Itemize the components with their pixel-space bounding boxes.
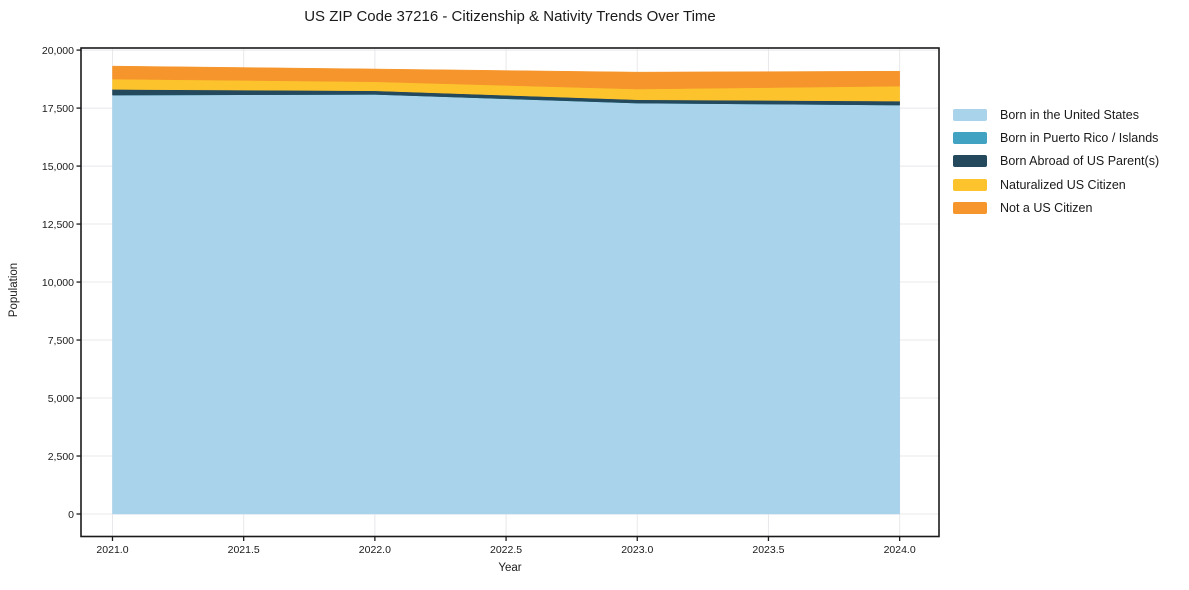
y-tick-label: 7,500 [48,335,74,347]
y-tick-label: 10,000 [42,277,74,289]
legend-item: Born in Puerto Rico / Islands [953,126,1159,149]
area-series-not-a-us-citizen [112,65,900,90]
x-tick-label: 2021.5 [228,544,260,556]
y-tick-label: 12,500 [42,219,74,231]
legend-label: Born Abroad of US Parent(s) [1000,154,1160,169]
legend-item: Not a US Citizen [953,197,1159,220]
legend-swatch [953,202,987,215]
chart-title: US ZIP Code 37216 - Citizenship & Nativi… [304,8,716,25]
x-tick-label: 2022.0 [359,544,391,556]
y-tick-label: 0 [68,509,74,521]
legend: Born in the United States Born in Puerto… [953,103,1159,220]
legend-swatch [953,132,987,145]
x-tick-label: 2023.5 [752,544,784,556]
legend-label: Born in Puerto Rico / Islands [1000,131,1159,146]
legend-label: Born in the United States [1000,107,1139,122]
legend-swatch [953,178,987,191]
x-axis-label: Year [498,562,522,574]
y-axis-label: Population [8,262,20,318]
x-tick-label: 2022.5 [490,544,522,556]
x-tick-label: 2021.0 [96,544,128,556]
x-tick-label: 2023.0 [621,544,653,556]
legend-swatch [953,155,987,168]
x-tick-label: 2024.0 [884,544,916,556]
y-tick-label: 17,500 [42,103,74,115]
legend-item: Naturalized US Citizen [953,173,1159,196]
legend-item: Born in the United States [953,103,1159,126]
legend-label: Not a US Citizen [1000,201,1093,216]
legend-item: Born Abroad of US Parent(s) [953,150,1159,173]
y-tick-label: 2,500 [48,451,74,463]
legend-swatch [953,108,987,121]
legend-label: Naturalized US Citizen [1000,177,1126,192]
plot-frame [80,47,940,538]
y-tick-label: 15,000 [42,161,74,173]
y-tick-label: 20,000 [42,45,74,57]
y-tick-label: 5,000 [48,393,74,405]
area-series-born-in-the-united-states [112,94,900,515]
